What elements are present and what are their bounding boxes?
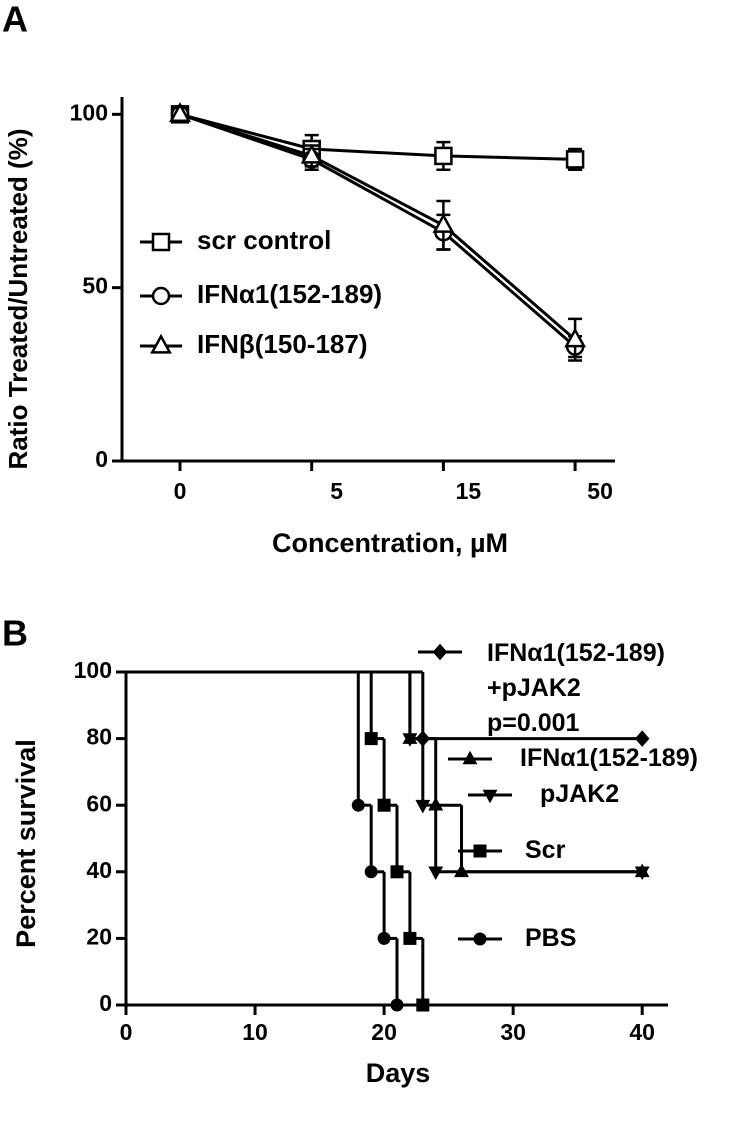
series-line xyxy=(179,112,577,341)
y-axis-title: Ratio Treated/Untreated (%) xyxy=(3,129,33,470)
legend-label: IFNβ(150-187) xyxy=(197,329,368,359)
marker xyxy=(390,865,404,879)
panel-label: A xyxy=(2,0,28,40)
y-tick-label: 0 xyxy=(95,446,108,472)
legend-marker xyxy=(151,286,171,306)
y-tick-label: 20 xyxy=(86,923,112,949)
marker xyxy=(377,931,391,945)
marker xyxy=(432,213,455,233)
y-tick-label: 100 xyxy=(74,657,112,683)
series-line xyxy=(179,112,576,161)
y-tick-label: 100 xyxy=(70,99,108,125)
y-tick-label: 0 xyxy=(99,990,112,1016)
marker xyxy=(428,866,444,881)
legend-marker xyxy=(432,643,448,661)
panel-label: B xyxy=(2,613,28,654)
legend-label: PBS xyxy=(525,924,577,952)
marker xyxy=(564,327,587,348)
legend-marker xyxy=(473,932,487,946)
x-tick-label: 0 xyxy=(120,1019,133,1045)
legend-label: scr control xyxy=(197,225,331,255)
x-tick-label: 20 xyxy=(371,1019,397,1045)
marker xyxy=(351,798,365,812)
x-axis-title: Days xyxy=(366,1058,431,1088)
x-tick-label: 10 xyxy=(242,1019,268,1045)
marker xyxy=(377,798,391,812)
x-axis-title: Concentration, µM xyxy=(272,528,508,558)
series-line xyxy=(179,112,577,348)
marker xyxy=(434,146,453,166)
legend-label: IFNα1(152-189) +pJAK2 xyxy=(487,639,665,702)
legend-marker xyxy=(482,789,498,804)
y-tick-label: 40 xyxy=(86,857,112,883)
annotation: p=0.001 xyxy=(487,709,580,737)
marker xyxy=(364,865,378,879)
legend-marker xyxy=(151,232,171,252)
x-tick-label: 40 xyxy=(629,1019,655,1045)
x-tick-label: 50 xyxy=(587,478,613,504)
marker xyxy=(300,143,323,164)
legend-label: IFNα1(152-189) xyxy=(197,279,382,309)
legend-label: pJAK2 xyxy=(540,780,620,808)
legend-marker xyxy=(150,333,172,354)
legend-marker xyxy=(473,844,487,858)
marker xyxy=(565,150,585,169)
y-tick-label: 50 xyxy=(82,273,108,299)
marker xyxy=(403,931,417,945)
x-tick-label: 30 xyxy=(500,1019,526,1045)
y-tick-label: 60 xyxy=(86,790,112,816)
legend-label: IFNα1(152-189) xyxy=(520,744,698,772)
marker xyxy=(416,998,430,1012)
x-tick-label: 5 xyxy=(330,478,343,504)
marker xyxy=(634,866,650,881)
marker xyxy=(169,102,191,122)
x-tick-label: 0 xyxy=(174,478,187,504)
x-tick-label: 15 xyxy=(456,478,482,504)
legend-marker xyxy=(462,750,478,765)
legend-label: Scr xyxy=(525,836,566,864)
marker xyxy=(634,730,650,747)
marker xyxy=(390,998,404,1012)
marker xyxy=(415,799,431,814)
y-tick-label: 80 xyxy=(86,724,112,750)
y-axis-title: Percent survival xyxy=(11,739,41,948)
marker xyxy=(402,733,418,747)
marker xyxy=(364,732,378,746)
